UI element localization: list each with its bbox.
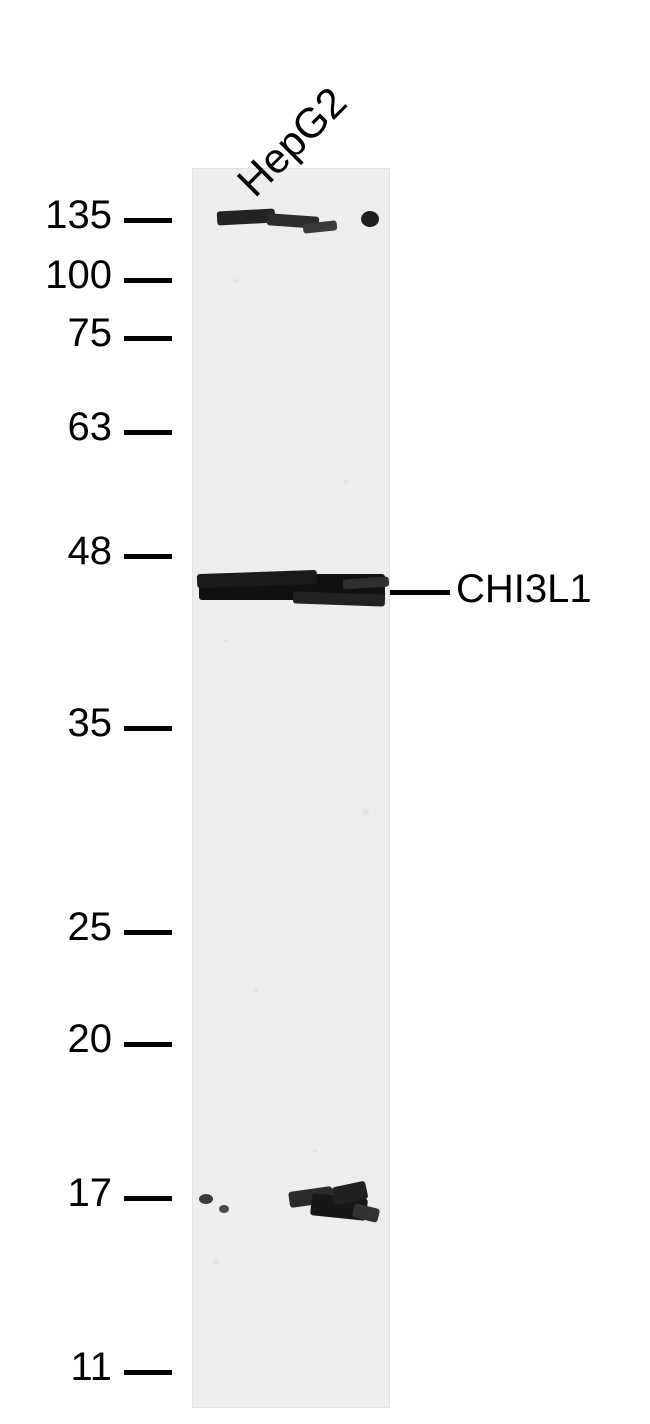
lane-noise-speck (343, 479, 348, 484)
lane-noise-speck (363, 809, 369, 815)
mw-tick-135 (124, 218, 172, 223)
western-blot-figure: HepG2 1351007563483525201711 CHI3L1 (0, 0, 650, 1424)
mw-label-11: 11 (0, 1345, 112, 1390)
mw-tick-100 (124, 278, 172, 283)
mw-label-17: 17 (0, 1171, 112, 1216)
band-135kda (361, 211, 379, 227)
mw-label-75: 75 (0, 311, 112, 356)
blot-lane (192, 168, 390, 1408)
mw-tick-35 (124, 726, 172, 731)
mw-tick-63 (124, 430, 172, 435)
band-17kda (352, 1203, 381, 1223)
mw-label-48: 48 (0, 529, 112, 574)
mw-label-25: 25 (0, 905, 112, 950)
lane-noise-speck (213, 1259, 219, 1264)
mw-label-20: 20 (0, 1017, 112, 1062)
mw-tick-11 (124, 1370, 172, 1375)
target-pointer-line (390, 590, 450, 595)
lane-noise-speck (223, 639, 227, 642)
mw-tick-48 (124, 554, 172, 559)
mw-label-100: 100 (0, 253, 112, 298)
band-17kda (199, 1194, 213, 1204)
mw-label-135: 135 (0, 193, 112, 238)
band-chi3l1 (293, 591, 385, 606)
mw-tick-75 (124, 336, 172, 341)
band-135kda (303, 220, 338, 233)
mw-tick-25 (124, 930, 172, 935)
lane-noise-speck (313, 1149, 317, 1153)
mw-tick-17 (124, 1196, 172, 1201)
mw-tick-20 (124, 1042, 172, 1047)
mw-label-35: 35 (0, 701, 112, 746)
band-17kda (219, 1205, 229, 1213)
lane-noise-speck (233, 279, 239, 283)
lane-noise-speck (253, 989, 258, 993)
mw-label-63: 63 (0, 405, 112, 450)
target-label-chi3l1: CHI3L1 (456, 567, 592, 612)
